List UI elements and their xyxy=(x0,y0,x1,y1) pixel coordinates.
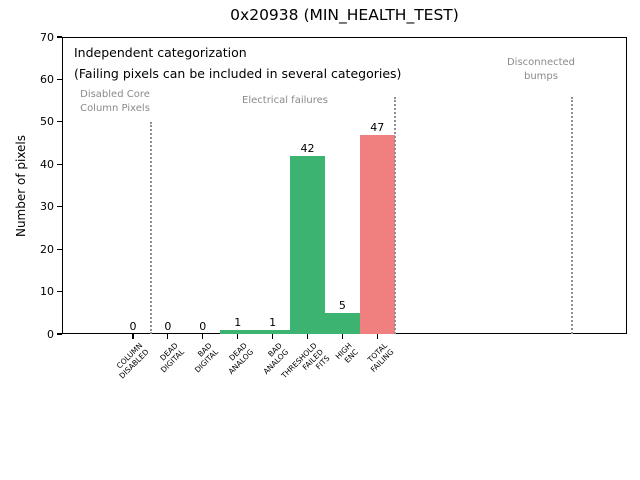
x-axis-category-label: BAD DIGITAL xyxy=(193,341,221,375)
x-axis-tick xyxy=(132,334,134,339)
plot-area xyxy=(62,37,627,334)
x-axis-category-label: COLUMN DISABLED xyxy=(114,341,151,381)
y-axis-tick xyxy=(57,121,62,123)
y-axis-tick-label: 40 xyxy=(40,157,54,171)
annotation-headline: Independent categorization xyxy=(74,45,247,60)
y-axis-tick-label: 50 xyxy=(40,115,54,129)
bar-value-label: 1 xyxy=(234,315,242,329)
y-axis-tick-label: 20 xyxy=(40,242,54,256)
x-axis-tick xyxy=(237,334,239,339)
y-axis-tick-label: 70 xyxy=(40,30,54,44)
y-axis-tick xyxy=(57,333,62,335)
section-label-electrical-failures: Electrical failures xyxy=(242,95,328,106)
section-divider-line xyxy=(570,97,573,334)
y-axis-tick-label: 10 xyxy=(40,285,54,299)
x-axis-category-label: DEAD DIGITAL xyxy=(157,341,186,375)
section-label-disconnected-bumps: Disconnected bumps xyxy=(506,57,576,82)
bar-dead-analog xyxy=(220,329,256,334)
section-divider-line xyxy=(393,97,396,334)
x-axis-category-label: DEAD ANALOG xyxy=(226,341,256,377)
y-axis-tick xyxy=(57,290,62,293)
bar-value-label: 0 xyxy=(199,320,207,333)
bar-value-label: 1 xyxy=(269,315,277,329)
section-divider-line xyxy=(149,122,152,334)
y-axis-tick xyxy=(57,206,62,208)
annotation-subheadline: (Failing pixels can be included in sever… xyxy=(74,66,402,81)
y-axis-tick xyxy=(57,78,62,81)
x-axis-tick xyxy=(272,334,274,339)
y-axis-tick-label: 60 xyxy=(40,72,54,86)
y-axis-tick xyxy=(57,163,62,165)
x-axis-tick xyxy=(306,334,309,339)
x-axis-tick xyxy=(341,334,343,339)
section-label-disabled-core-column-pixels: Disabled Core Column Pixels xyxy=(80,89,150,114)
x-axis-category-label: TOTAL FAILING xyxy=(365,341,396,375)
x-axis-category-label: THRESHOLD FAILED FITS xyxy=(279,341,332,381)
y-axis-tick xyxy=(57,248,62,250)
bar-bad-analog xyxy=(255,329,291,334)
bar-total-failing xyxy=(359,134,395,334)
y-axis-tick-label: 30 xyxy=(40,200,54,214)
bar-value-label: 0 xyxy=(129,320,137,333)
bar-value-label: 5 xyxy=(338,298,346,312)
y-axis-tick xyxy=(57,36,62,38)
x-axis-tick xyxy=(376,334,378,339)
bar-value-label: 0 xyxy=(164,320,172,333)
y-axis-label: Number of pixels xyxy=(14,134,28,238)
y-axis-tick-label: 0 xyxy=(47,327,54,341)
bar-value-label: 42 xyxy=(300,141,315,155)
chart-title: 0x20938 (MIN_HEALTH_TEST) xyxy=(230,6,459,24)
bar-threshold-failed-fits xyxy=(290,155,325,334)
x-axis-tick xyxy=(202,334,204,339)
bar-value-label: 47 xyxy=(370,120,385,134)
x-axis-tick xyxy=(167,334,169,339)
bar-high-enc xyxy=(324,312,360,334)
x-axis-category-label: HIGH ENC xyxy=(333,341,361,365)
